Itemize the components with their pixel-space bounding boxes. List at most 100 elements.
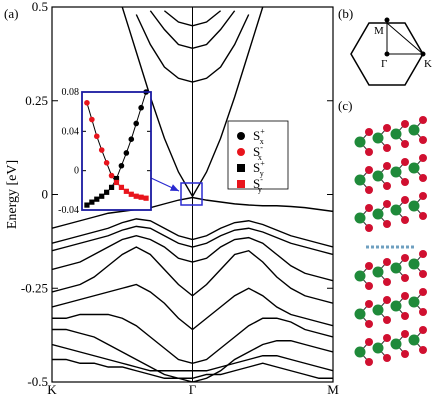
inset-point — [108, 184, 115, 190]
atom-red — [383, 200, 391, 208]
inset-point — [118, 184, 125, 190]
atom-green — [372, 132, 384, 144]
band-line — [135, 14, 250, 83]
atom-green — [354, 174, 366, 186]
atom-red — [383, 182, 391, 190]
atom-green — [408, 296, 420, 308]
inset-point — [89, 199, 95, 205]
inset-point — [128, 191, 134, 197]
inset-frame — [81, 91, 152, 211]
atom-red — [419, 308, 427, 316]
atom-green — [408, 124, 420, 136]
legend-name: S — [253, 160, 260, 175]
y-axis-label: Energy [eV] — [5, 160, 20, 229]
atom-green — [354, 270, 366, 282]
band-line — [52, 235, 333, 282]
legend-sub: x — [258, 153, 262, 162]
atom-green — [390, 128, 402, 140]
band-line — [52, 225, 333, 256]
atom-red — [365, 128, 373, 136]
inset-y-tick-label: 0.08 — [62, 87, 80, 98]
band-line — [149, 10, 236, 49]
crystal-structure — [354, 116, 427, 366]
atom-green — [372, 304, 384, 316]
atom-red — [365, 320, 373, 328]
inset-point — [123, 188, 129, 194]
y-tick-label: 0.5 — [32, 0, 48, 14]
inset-point — [108, 172, 115, 179]
atom-red — [401, 158, 409, 166]
band-line — [52, 328, 333, 382]
atom-red — [419, 154, 427, 162]
inset-point — [84, 100, 90, 106]
atom-red — [419, 212, 427, 220]
inset-point — [94, 196, 100, 202]
bz-label: Γ — [381, 58, 387, 70]
atom-red — [401, 292, 409, 300]
point-gamma — [384, 51, 390, 57]
atom-red — [365, 166, 373, 174]
x-tick-label: M — [327, 382, 339, 395]
atom-red — [383, 278, 391, 286]
atom-red — [401, 254, 409, 262]
inset-point — [89, 116, 95, 123]
legend-sup: + — [260, 127, 265, 136]
atom-red — [365, 338, 373, 346]
legend: S+ xS-xS+ yS-y — [227, 120, 289, 194]
atom-red — [401, 274, 409, 282]
band-line — [163, 10, 222, 27]
atom-red — [419, 270, 427, 278]
legend-sub: y — [258, 185, 262, 194]
legend-sup: + — [260, 159, 265, 168]
brillouin-zone: M Γ K — [350, 17, 432, 86]
atom-red — [383, 296, 391, 304]
inset-point — [123, 150, 130, 156]
atom-green — [354, 136, 366, 148]
atom-red — [401, 330, 409, 338]
atom-red — [383, 162, 391, 170]
inset-point — [138, 104, 144, 111]
atom-red — [401, 350, 409, 358]
legend-sup: - — [260, 143, 263, 152]
legend-sub: x — [260, 137, 264, 146]
inset-point — [98, 147, 105, 153]
y-tick-label: -0.25 — [21, 280, 48, 295]
k-path — [386, 22, 425, 55]
inset-point — [133, 120, 140, 127]
band-line — [121, 7, 264, 198]
legend-sub: y — [260, 169, 264, 178]
legend-box — [227, 120, 289, 190]
panel-label: (b) — [338, 6, 353, 21]
atom-red — [365, 186, 373, 194]
legend-marker — [237, 164, 245, 172]
atom-red — [383, 220, 391, 228]
atom-red — [419, 192, 427, 200]
atom-red — [365, 300, 373, 308]
x-tick-label: Γ — [189, 382, 197, 395]
band-line — [52, 283, 333, 331]
atom-red — [401, 120, 409, 128]
legend-name: S — [253, 176, 260, 191]
atom-green — [390, 338, 402, 350]
inset-point — [99, 193, 105, 199]
inset-point — [103, 160, 110, 166]
y-tick-label: -0.5 — [27, 374, 48, 389]
atom-red — [419, 136, 427, 144]
atom-red — [365, 282, 373, 290]
atom-red — [383, 144, 391, 152]
bz-label: K — [424, 58, 432, 70]
atom-red — [419, 326, 427, 334]
inset-point — [113, 175, 120, 182]
atom-green — [390, 166, 402, 178]
inset-y-tick-label: 0.04 — [62, 126, 80, 137]
atom-red — [419, 250, 427, 258]
atom-red — [383, 258, 391, 266]
atom-red — [365, 148, 373, 156]
zoom-arrow — [150, 177, 180, 192]
inset-point — [104, 189, 110, 195]
band-line — [52, 358, 333, 379]
atom-green — [372, 170, 384, 182]
band-line — [52, 343, 333, 372]
atom-red — [383, 124, 391, 132]
